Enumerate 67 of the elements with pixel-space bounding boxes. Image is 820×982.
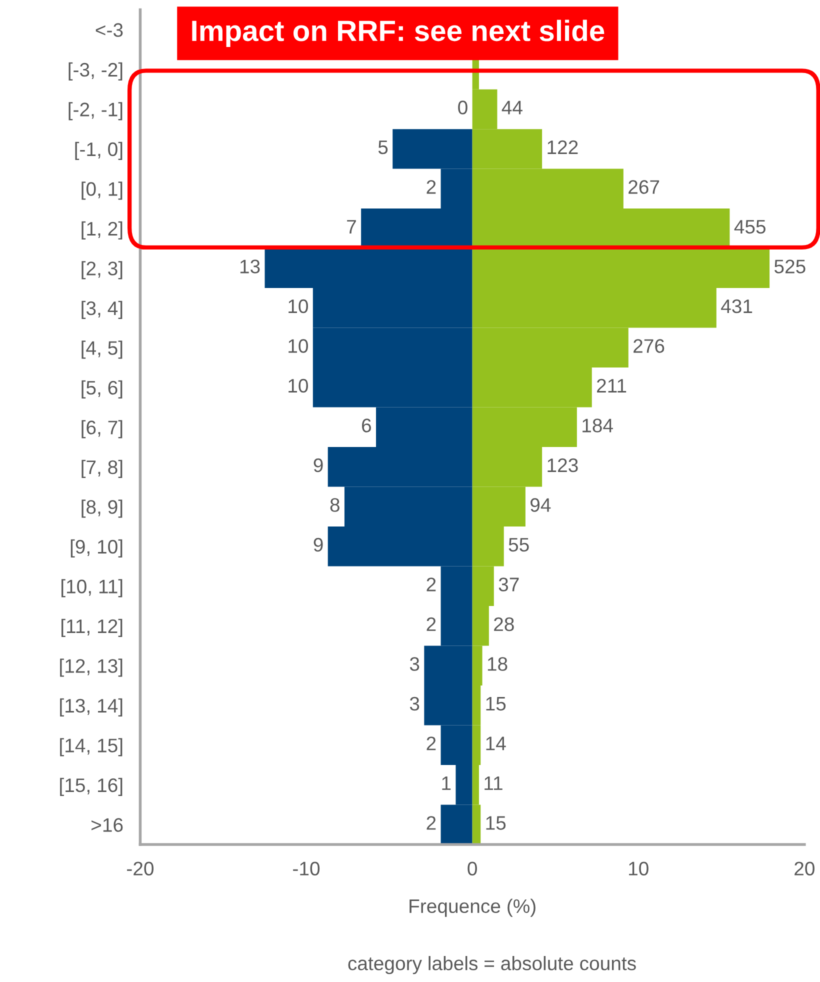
- annotation: 211: [597, 378, 626, 392]
- annotation: 10: [288, 299, 308, 314]
- annotation: 8: [330, 498, 340, 512]
- annotation: 15: [486, 816, 506, 830]
- annotation: 525: [774, 260, 806, 274]
- x-tick-label: 20: [794, 862, 814, 876]
- annotation: 455: [734, 220, 766, 234]
- x-tick-label: 10: [629, 862, 648, 876]
- annotation: 10: [288, 339, 308, 353]
- annotation: 9: [314, 538, 323, 552]
- annotation: 9: [314, 458, 323, 472]
- y-tick-label: [-1, 0]: [75, 142, 122, 160]
- annotation: 276: [634, 339, 664, 353]
- y-tick-label: [14, 15]: [60, 738, 122, 756]
- annotation: 2: [426, 617, 436, 631]
- annotation: 0: [458, 100, 468, 114]
- annotation: 37: [498, 578, 519, 592]
- annotation: 14: [486, 736, 506, 750]
- y-tick-label: [10, 11]: [62, 579, 122, 598]
- y-tick-label: [11, 12]: [62, 618, 122, 637]
- y-tick-label: >16: [92, 818, 123, 832]
- x-tick-label: -20: [127, 862, 154, 876]
- y-tick-label: [13, 14]: [60, 698, 122, 716]
- y-tick-label: [4, 5]: [82, 340, 122, 359]
- annotation: 2: [426, 180, 436, 194]
- x-tick-label: -10: [293, 862, 320, 876]
- annotation: 3: [410, 657, 420, 671]
- annotation: 44: [502, 100, 522, 114]
- y-tick-label: [12, 13]: [60, 658, 122, 677]
- y-tick-label: [-2, -1]: [68, 102, 122, 120]
- y-tick-label: [0, 1]: [82, 182, 122, 200]
- y-tick-label: [1, 2]: [82, 221, 122, 240]
- annotation: 2: [426, 816, 436, 830]
- x-axis-title: Frequence (%): [410, 898, 536, 917]
- annotation: 6: [362, 418, 371, 432]
- y-tick-label: [5, 6]: [82, 380, 122, 399]
- annotation: 123: [548, 458, 578, 472]
- x-tick-label: 0: [468, 862, 477, 876]
- y-tick-label: [6, 7]: [82, 420, 122, 438]
- annotation: 28: [494, 617, 514, 632]
- y-tick-label: [-3, -2]: [68, 62, 122, 81]
- annotation: 122: [548, 140, 578, 154]
- annotation: 10: [288, 378, 308, 393]
- annotation: 267: [628, 180, 660, 194]
- y-tick-label: [9, 10]: [70, 539, 122, 558]
- y-tick-label: [8, 9]: [82, 500, 122, 518]
- annotation: 2: [426, 578, 436, 592]
- text: category labels = absolute counts: [348, 956, 636, 974]
- annotation: 13: [240, 260, 260, 274]
- annotation: 431: [721, 299, 752, 314]
- annotation: 11: [484, 776, 502, 790]
- annotation: 18: [488, 657, 508, 671]
- annotation: 7: [347, 220, 356, 234]
- y-tick-label: [2, 3]: [82, 261, 122, 280]
- y-tick-label: <-3: [96, 23, 123, 37]
- annotation: 15: [486, 697, 506, 711]
- y-tick-label: [3, 4]: [82, 300, 122, 320]
- annotation: 94: [530, 498, 551, 512]
- annotation: 5: [378, 140, 388, 154]
- annotation: Impact on RRF: see next slide: [192, 20, 604, 47]
- y-tick-label: [7, 8]: [82, 460, 122, 478]
- y-tick-label: [15, 16]: [60, 778, 122, 796]
- annotation: 55: [508, 538, 529, 552]
- annotation: 2: [426, 736, 436, 750]
- annotation: 184: [582, 418, 613, 432]
- annotation: 1: [442, 776, 451, 790]
- annotation: 3: [410, 696, 420, 711]
